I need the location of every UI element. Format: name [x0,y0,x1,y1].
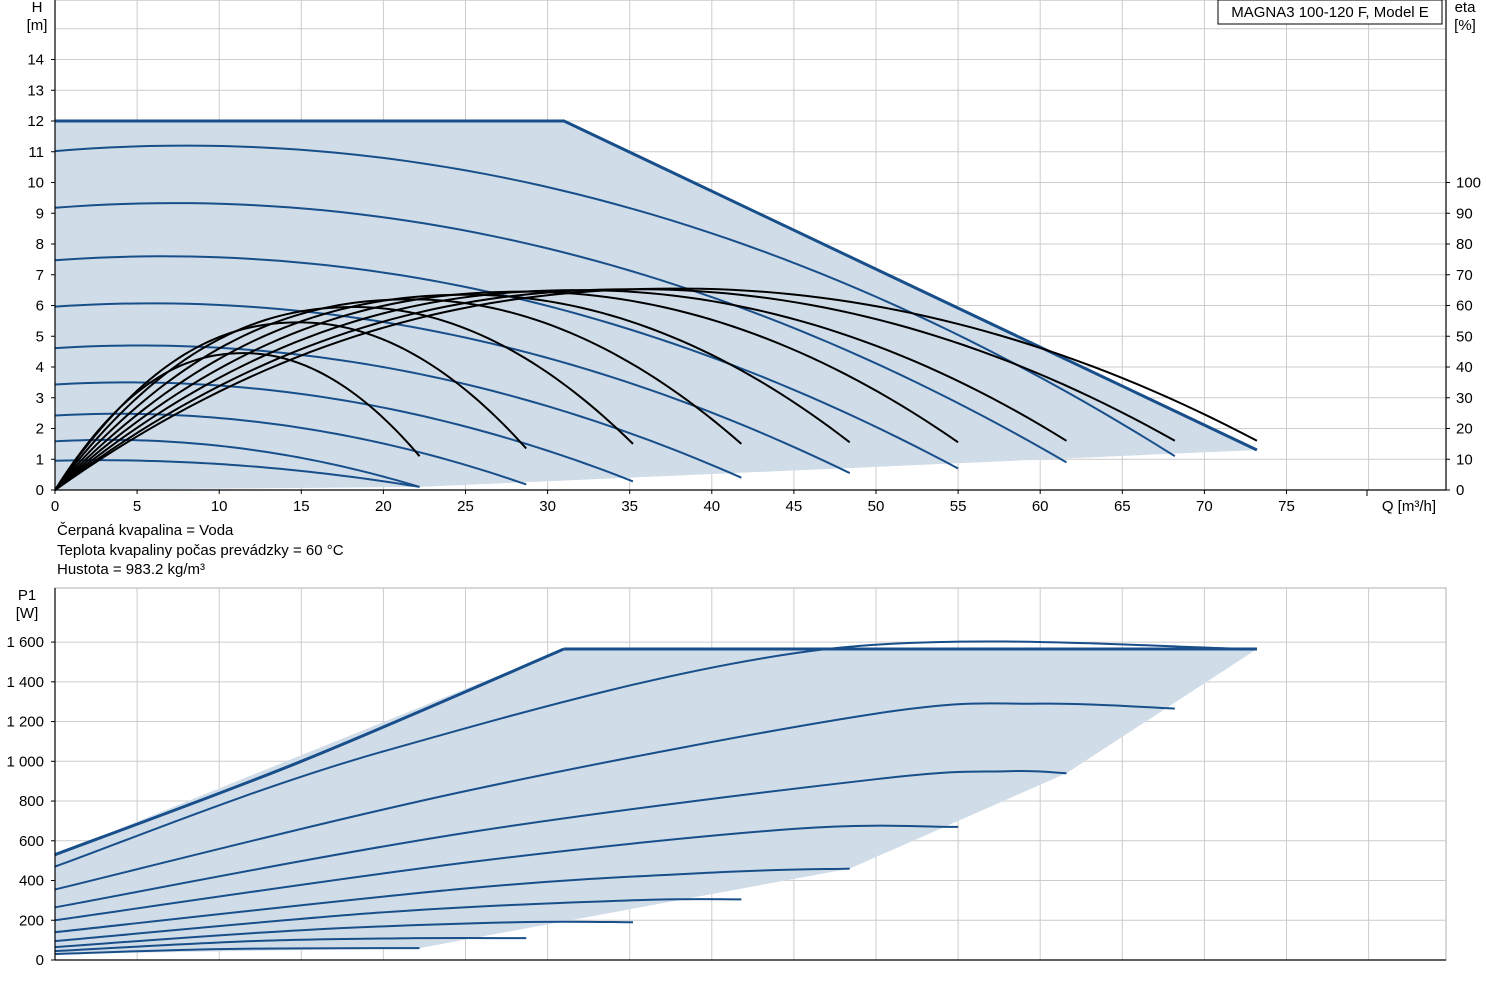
y-tick-label: 1 200 [6,714,44,731]
y2-tick-label: 40 [1456,359,1473,376]
x-tick-label: 25 [457,498,474,515]
y-axis-title: H [32,0,43,16]
x-tick-label: 10 [211,498,228,515]
x-tick-label: 0 [51,498,59,515]
y2-tick-label: 80 [1456,236,1473,253]
y-tick-label: 1 600 [6,634,44,651]
y-tick-label: 7 [36,267,44,284]
power-curve [54,867,850,934]
head-curve [54,202,1067,464]
x-axis-title: Q [m³/h] [1382,498,1436,515]
y2-tick-label: 100 [1456,175,1481,192]
x-tick-label: 45 [786,498,803,515]
x-tick-label: 50 [868,498,885,515]
head-curve [54,302,851,474]
y-tick-label: 800 [19,793,44,810]
y-tick-label: 6 [36,298,44,315]
head-curve [54,412,527,486]
x-tick-label: 75 [1278,498,1295,515]
y-tick-label: 14 [27,52,44,69]
y-tick-label: 9 [36,205,44,222]
x-tick-label: 30 [539,498,556,515]
x-tick-label: 65 [1114,498,1131,515]
efficiency-curve [54,306,634,491]
y-tick-label: 11 [28,144,44,161]
head-curve [54,144,1176,458]
title-box [1217,0,1443,25]
power-curve [54,824,959,922]
y-tick-label: 3 [36,390,44,407]
max-head-curve [55,119,1258,452]
y-tick-label: 4 [36,359,44,376]
power-curve [54,947,420,956]
y-tick-label: 600 [19,833,44,850]
y-tick-label: 12 [27,113,44,130]
power-curve [54,898,742,943]
x-tick-label: 20 [375,498,392,515]
head-curve [54,344,742,479]
y2-tick-label: 70 [1456,267,1473,284]
y2-tick-label: 20 [1456,421,1473,438]
power-plot: 0 200 400 600 800 1 000 1 200 1 400 1 600 P1[W] [6,587,1447,969]
efficiency-curve [54,287,1258,491]
x-tick-label: 35 [621,498,638,515]
y-tick-label: 200 [19,912,44,929]
y-tick-label: 13 [27,82,44,99]
y-axis-title: [m] [27,17,48,34]
x-tick-label: 40 [703,498,720,515]
power-curve [54,936,527,953]
y2-tick-label: 90 [1456,205,1473,222]
power-curve [54,770,1067,909]
x-tick-label: 5 [133,498,141,515]
head-curve [54,459,420,488]
y2-axis-title: eta [1455,0,1477,16]
x-tick-label: 70 [1196,498,1213,515]
chart-title: MAGNA3 100-120 F, Model E [1231,4,1429,21]
y-axis-title: P1 [18,587,36,604]
power-curve [54,702,1175,891]
y2-tick-label: 50 [1456,328,1473,345]
y-tick-label: 8 [36,236,44,253]
y-tick-label: 0 [36,482,44,499]
power-curve [54,640,1257,868]
efficiency-curve [54,321,527,491]
y-tick-label: 1 000 [6,753,44,770]
x-tick-label: 15 [293,498,310,515]
y2-tick-label: 30 [1456,390,1473,407]
y-tick-label: 5 [36,328,44,345]
y-tick-label: 400 [19,873,44,890]
y-tick-label: 1 [36,451,44,468]
x-tick-label: 55 [950,498,967,515]
y2-axis-title: [%] [1454,17,1476,34]
fluid-notes: Čerpaná kvapalina = Voda Teplota kvapali… [57,521,344,580]
fluid-note: Teplota kvapaliny počas prevádzky = 60 °… [57,541,344,559]
y2-tick-label: 60 [1456,298,1473,315]
y-axis-title: [W] [16,605,39,622]
x-tick-label: 60 [1032,498,1049,515]
y2-tick-label: 10 [1456,451,1473,468]
power-curve [54,647,565,857]
y-tick-label: 10 [27,175,44,192]
y-tick-label: 0 [36,952,44,969]
fluid-note: Hustota = 983.2 kg/m³ [57,561,205,578]
y-tick-label: 1 400 [6,674,44,691]
y2-tick-label: 0 [1456,482,1464,499]
efficiency-curve [54,289,1067,491]
fluid-note: Čerpaná kvapalina = Voda [57,522,234,539]
head-efficiency-plot: 0 5 10 15 20 25 30 35 40 45 50 55 60 65 70 750123456789… [27,0,1481,515]
efficiency-curve [54,290,959,491]
y-tick-label: 2 [36,421,44,438]
power-curve [54,920,633,949]
head-curve [54,438,420,488]
